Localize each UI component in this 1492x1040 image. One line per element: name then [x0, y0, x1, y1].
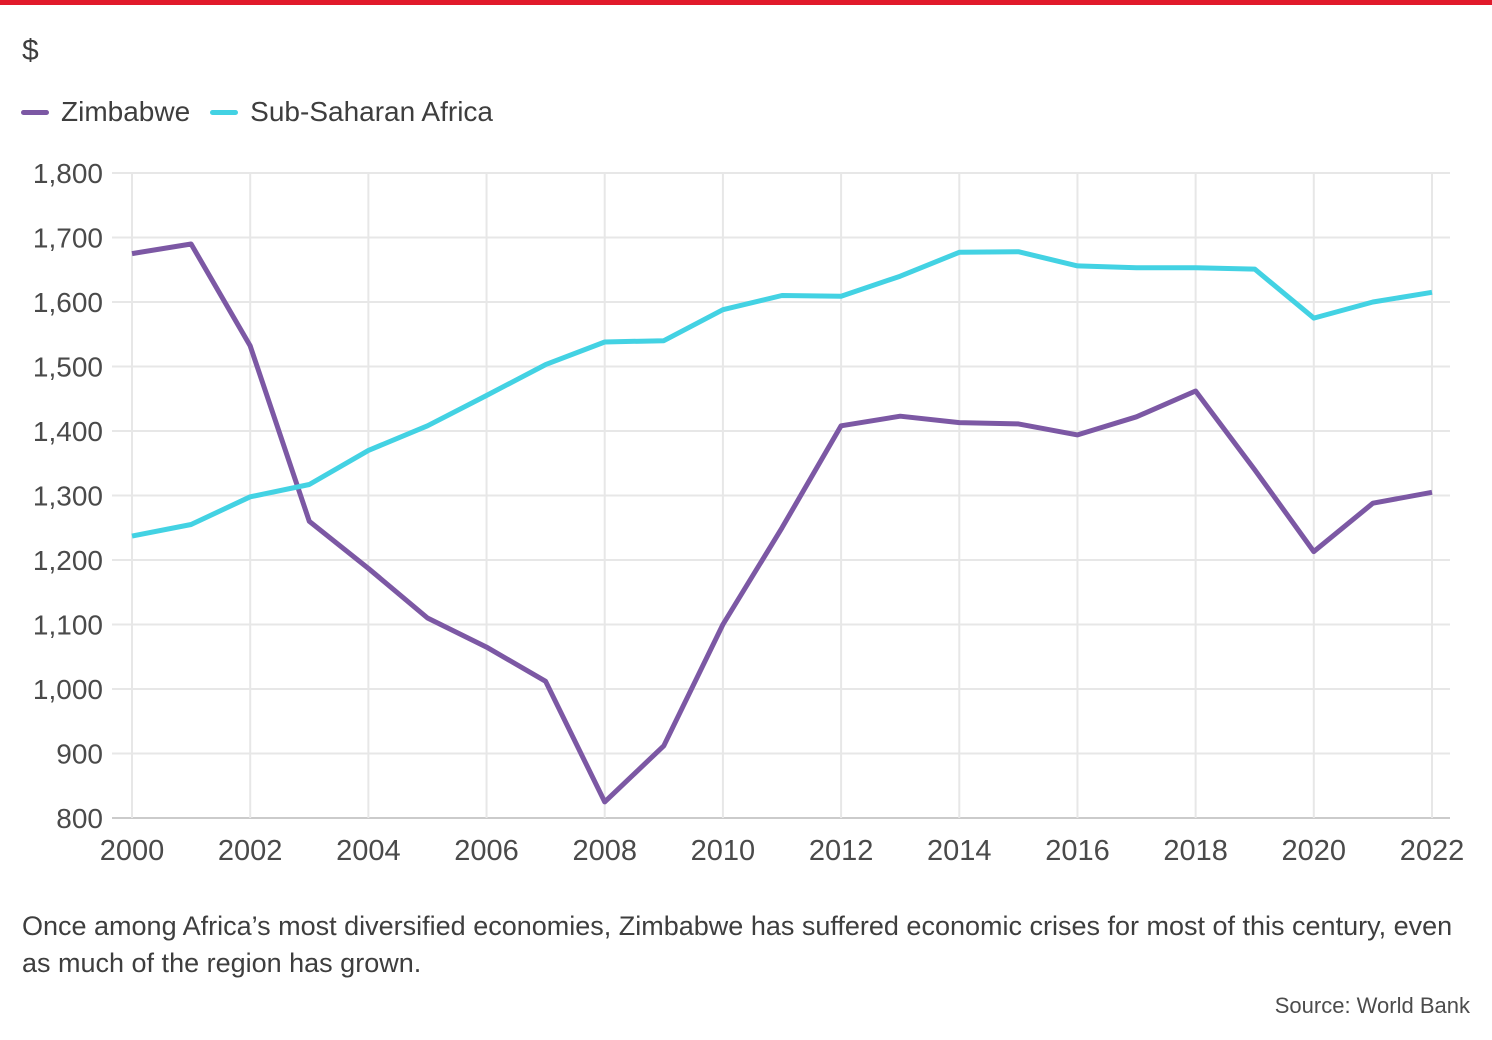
y-tick-label: 900	[56, 739, 103, 770]
x-tick-label: 2022	[1400, 835, 1465, 867]
zimbabwe-line	[131, 241, 1433, 805]
legend-item-sub-saharan-africa: Sub-Saharan Africa	[210, 96, 493, 128]
y-axis-unit-label: $	[22, 34, 39, 67]
x-tick-label: 2000	[100, 835, 165, 867]
x-tick-label: 2010	[691, 835, 756, 867]
y-tick-label: 1,800	[33, 158, 103, 189]
x-tick-label: 2004	[336, 835, 401, 867]
sub-saharan-africa-legend-swatch-icon	[210, 109, 239, 115]
x-tick-label: 2008	[572, 835, 637, 867]
x-tick-label: 2014	[927, 835, 992, 867]
legend-label-sub-saharan-africa: Sub-Saharan Africa	[250, 96, 493, 127]
x-tick-label: 2006	[454, 835, 519, 867]
y-tick-label: 1,500	[33, 352, 103, 383]
y-tick-label: 1,000	[33, 674, 103, 705]
x-tick-label: 2020	[1282, 835, 1347, 867]
chart-caption: Once among Africa’s most diversified eco…	[22, 911, 1453, 978]
x-tick-label: 2018	[1163, 835, 1228, 867]
y-tick-label: 1,600	[33, 287, 103, 318]
chart-legend: Zimbabwe Sub-Saharan Africa	[21, 96, 493, 128]
source-credit: Source: World Bank	[1274, 993, 1470, 1018]
y-tick-label: 1,200	[33, 545, 103, 576]
y-tick-label: 1,400	[33, 416, 103, 447]
sub-saharan-africa-line	[131, 249, 1433, 539]
x-tick-label: 2002	[218, 835, 283, 867]
x-tick-label: 2016	[1045, 835, 1110, 867]
top-accent-bar	[0, 0, 1492, 5]
x-tick-label: 2012	[809, 835, 874, 867]
zimbabwe-legend-swatch-icon	[21, 109, 49, 115]
line-chart: 800 900 1,000 1,100 1,200 1,300 1,400 1,500 1,60…	[33, 158, 1465, 867]
legend-label-zimbabwe: Zimbabwe	[61, 96, 191, 127]
y-tick-label: 1,300	[33, 481, 103, 512]
y-tick-label: 1,100	[33, 610, 103, 641]
y-tick-label: 800	[56, 803, 103, 834]
legend-item-zimbabwe: Zimbabwe	[21, 96, 190, 128]
y-tick-label: 1,700	[33, 223, 103, 254]
